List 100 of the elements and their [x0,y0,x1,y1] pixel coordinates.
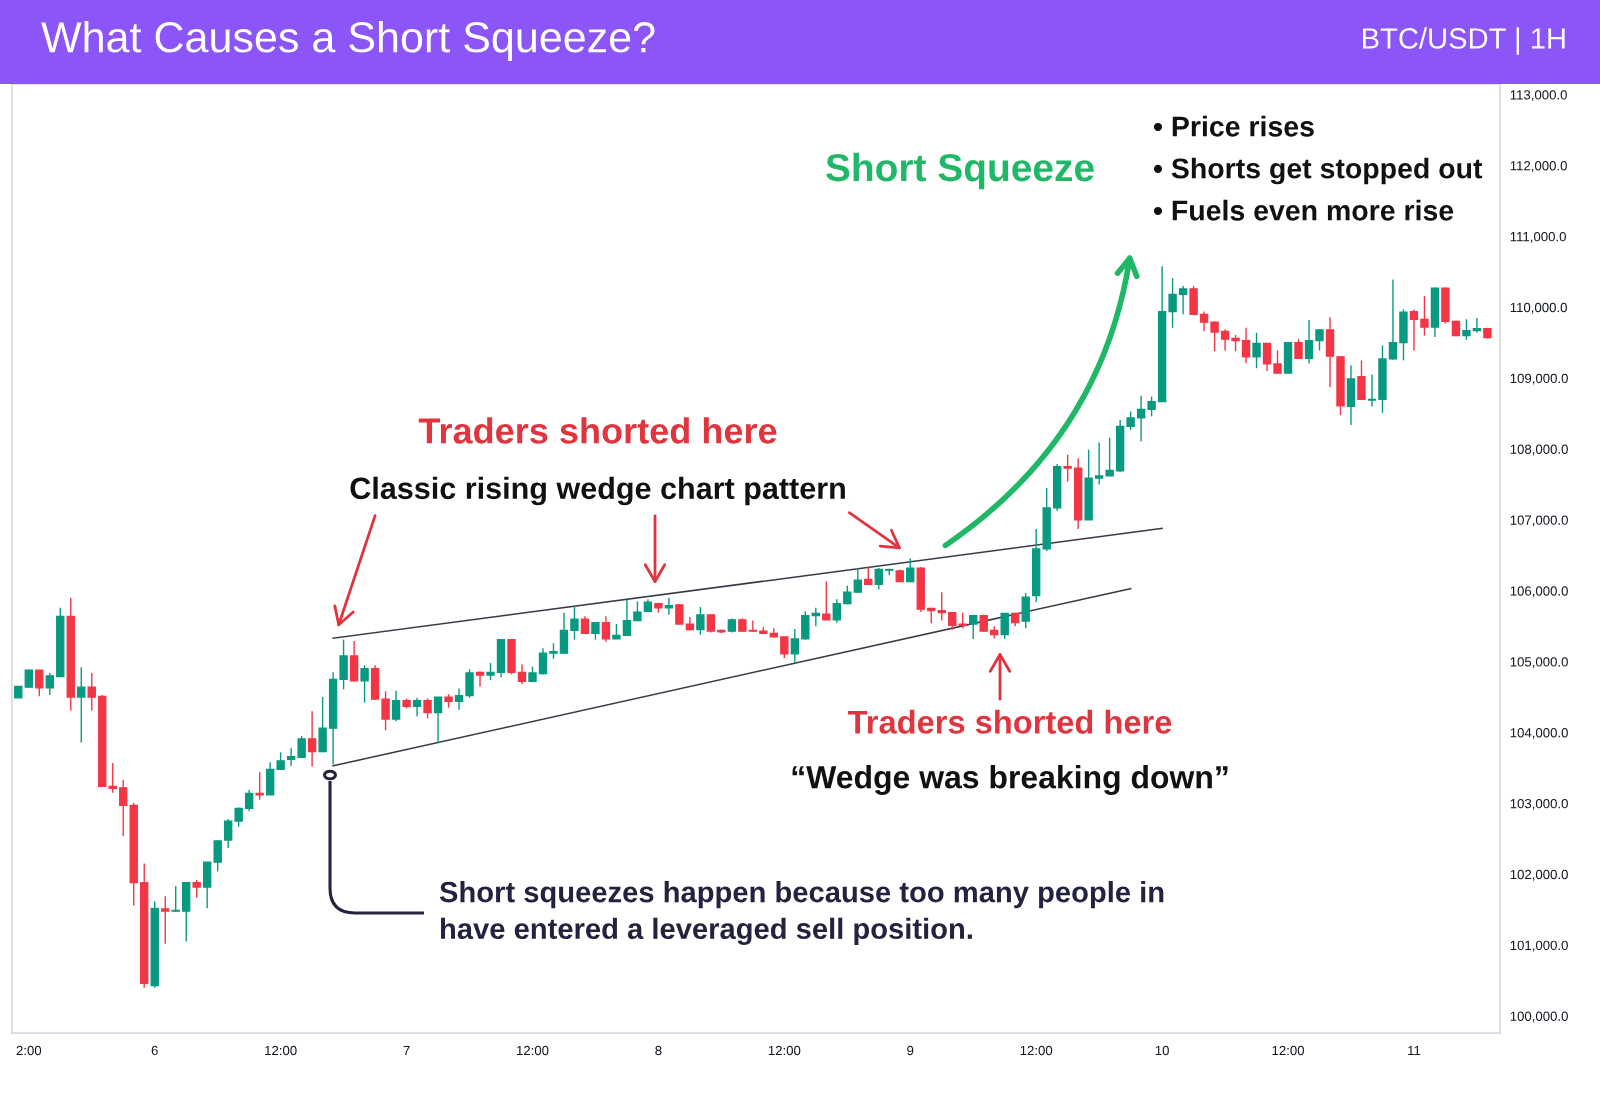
annotation: “Wedge was breaking down” [792,765,1228,795]
x-tick-label: 12:00 [768,1045,801,1056]
candlestick [1388,278,1398,361]
candlestick [906,557,915,583]
y-tick-label: 109,000.0 [1510,373,1568,385]
candlestick [1105,436,1114,477]
y-tick-label: 101,000.0 [1510,940,1568,952]
candlestick [1063,453,1072,483]
candlestick [307,710,317,768]
y-tick-label: 107,000.0 [1510,515,1568,527]
candlestick [1178,285,1188,316]
y-tick-label: 108,000.0 [1510,444,1568,456]
candlestick [1094,441,1104,486]
candlestick [77,666,86,744]
candlestick [790,628,800,664]
candlestick [832,598,841,624]
candlestick [423,697,432,720]
candlestick [1462,318,1471,341]
candlestick [517,663,527,685]
candlestick [87,672,96,712]
candlestick [223,818,233,849]
y-tick-label: 104,000.0 [1510,728,1568,739]
candlestick [853,567,862,594]
candlestick [1262,342,1272,372]
candlestick [1304,319,1314,364]
y-tick-label: 111,000.0 [1510,231,1566,243]
candlestick [1357,359,1366,401]
candlestick [780,636,789,659]
annotation: Traders shorted here [848,709,1172,734]
candlestick [601,615,611,643]
candlestick [696,606,705,636]
candlestick [360,664,369,704]
candlestick [1294,338,1303,359]
annotation: Traders shorted here [418,417,777,444]
candlestick [675,603,684,625]
candlestick [1168,277,1177,329]
candlestick [1220,328,1230,352]
candlestick [1147,395,1156,418]
candlestick [244,789,254,812]
candlestick [622,599,632,637]
x-tick-label: 7 [403,1045,410,1056]
x-tick-label: 9 [907,1045,914,1056]
candlestick [538,647,548,676]
y-tick-label: 110,000.0 [1510,302,1567,314]
x-tick-label: 2:00 [16,1045,42,1056]
chart-title: What Causes a Short Squeeze? [41,20,655,62]
annotation: Classic rising wedge chart pattern [350,476,845,506]
candlestick [35,669,44,698]
candlestick [119,779,128,837]
candlestick [822,580,831,622]
x-tick-label: 12:00 [265,1045,297,1056]
y-tick-label: 100,000.0 [1510,1011,1568,1023]
candlestick [748,619,758,633]
candlestick [465,668,474,699]
candlestick [45,672,54,696]
candlestick [1273,349,1282,374]
candlestick [213,839,222,873]
annotation: • Price rises [1153,115,1314,137]
annotation: Short Squeeze [826,152,1094,190]
candlestick [475,670,485,688]
candlestick [1241,327,1251,364]
candlestick [1000,612,1009,640]
annotation: • Fuels even more rise [1153,199,1454,221]
x-tick-label: 8 [655,1045,662,1056]
candlestick [801,610,810,641]
x-tick-label: 10 [1155,1045,1169,1056]
candlestick [339,638,348,690]
candlestick [286,747,296,767]
candlestick [391,689,401,722]
candlestick [1315,328,1324,352]
candlestick [570,605,579,641]
candlestick [1252,332,1261,369]
x-tick-label: 11 [1408,1045,1421,1056]
candlestick [559,612,569,655]
x-tick-label: 12:00 [516,1045,549,1056]
y-tick-label: 102,000.0 [1510,869,1568,881]
x-tick-label: 12:00 [1020,1045,1053,1056]
annotation: • Shorts get stopped out [1153,157,1483,185]
candlestick [454,687,464,711]
candlestick [874,567,883,591]
candlestick [24,668,33,689]
candlestick [1420,295,1429,337]
candlestick [1199,310,1209,333]
y-tick-label: 103,000.0 [1510,798,1568,810]
annotation: Short squeezes happen because too many people in have entered a leveraged sell position. [439,880,1164,946]
candlestick [171,885,180,913]
y-tick-label: 112,000.0 [1510,161,1567,172]
candlestick [1210,320,1219,352]
candlestick [318,696,327,754]
candlestick [1367,373,1377,408]
x-tick-label: 12:00 [1272,1045,1305,1056]
candlestick [381,690,390,732]
candlestick [969,614,978,640]
candlestick [412,697,422,717]
x-tick-label: 6 [151,1045,158,1056]
candlestick [161,895,170,945]
chart-subtitle: BTC/USDT | 1H [1363,27,1565,55]
candlestick [1126,410,1135,431]
candlestick [1136,395,1146,442]
candlestick [433,696,443,744]
